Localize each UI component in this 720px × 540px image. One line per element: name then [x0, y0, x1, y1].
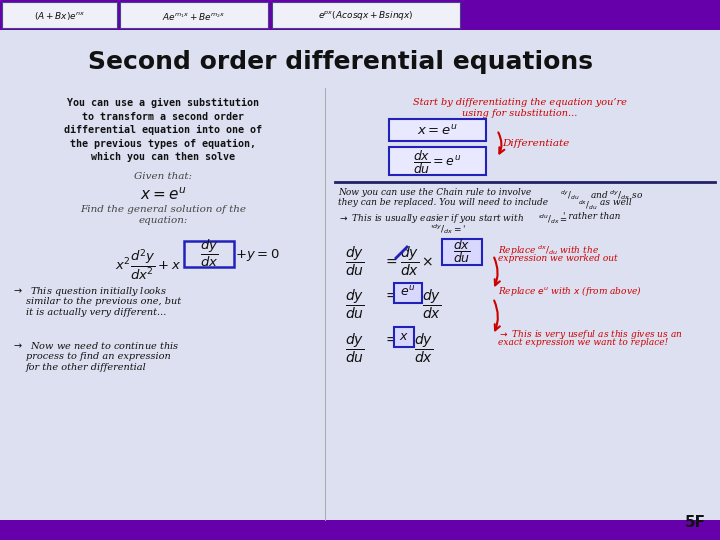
- Text: Find the general solution of the: Find the general solution of the: [80, 205, 246, 214]
- Text: equation:: equation:: [138, 216, 188, 225]
- Text: and $^{dy}/_{dx}$ so: and $^{dy}/_{dx}$ so: [590, 188, 644, 202]
- Text: $x$: $x$: [399, 329, 409, 342]
- Text: $= \dfrac{dy}{dx} \times$: $= \dfrac{dy}{dx} \times$: [383, 245, 433, 278]
- Text: expression we worked out: expression we worked out: [498, 254, 618, 263]
- FancyBboxPatch shape: [272, 2, 460, 28]
- Text: Given that:: Given that:: [134, 172, 192, 181]
- Text: $e^{px}(Acosqx + Bsinqx)$: $e^{px}(Acosqx + Bsinqx)$: [318, 10, 414, 23]
- Text: $^{dx}/_{du}$: $^{dx}/_{du}$: [578, 198, 598, 212]
- Text: $(A + Bx)e^{nx}$: $(A + Bx)e^{nx}$: [34, 10, 85, 22]
- Text: $\rightarrow$ This is very useful as this gives us an: $\rightarrow$ This is very useful as thi…: [498, 328, 683, 341]
- Text: for the other differential: for the other differential: [26, 363, 147, 372]
- Text: Replace $^{dx}/_{du}$ with the: Replace $^{dx}/_{du}$ with the: [498, 244, 599, 259]
- Text: 5F: 5F: [685, 515, 706, 530]
- Text: Differentiate: Differentiate: [502, 139, 570, 148]
- Text: $\rightarrow$ This is usually easier if you start with: $\rightarrow$ This is usually easier if …: [338, 212, 525, 225]
- Text: $=$: $=$: [383, 332, 398, 346]
- FancyBboxPatch shape: [2, 2, 117, 28]
- Text: Now you can use the Chain rule to involve: Now you can use the Chain rule to involv…: [338, 188, 534, 197]
- Text: $\dfrac{dy}{du}$: $\dfrac{dy}{du}$: [345, 245, 364, 278]
- Text: $\dfrac{dy}{dx}$: $\dfrac{dy}{dx}$: [422, 288, 441, 321]
- FancyBboxPatch shape: [120, 2, 268, 28]
- Text: process to find an expression: process to find an expression: [26, 352, 171, 361]
- Text: as well: as well: [600, 198, 631, 207]
- Text: differential equation into one of: differential equation into one of: [64, 125, 262, 135]
- Text: $\dfrac{dy}{du}$: $\dfrac{dy}{du}$: [345, 288, 364, 321]
- Text: ' rather than: ' rather than: [563, 212, 621, 221]
- Text: $Ae^{m_1 x} + Be^{m_2 x}$: $Ae^{m_1 x} + Be^{m_2 x}$: [162, 10, 226, 22]
- Text: $+y=0$: $+y=0$: [235, 247, 279, 263]
- FancyBboxPatch shape: [442, 239, 482, 265]
- Text: You can use a given substitution: You can use a given substitution: [67, 98, 259, 108]
- Text: Replace $e^{u}$ with $x$ (from above): Replace $e^{u}$ with $x$ (from above): [498, 284, 642, 298]
- Text: $x = e^{u}$: $x = e^{u}$: [140, 186, 186, 202]
- Text: $\rightarrow$  Now we need to continue this: $\rightarrow$ Now we need to continue th…: [12, 340, 179, 351]
- Text: $\dfrac{dy}{dx}$: $\dfrac{dy}{dx}$: [414, 332, 433, 366]
- Text: $x^2\dfrac{d^2y}{dx^2}+x$: $x^2\dfrac{d^2y}{dx^2}+x$: [115, 247, 181, 282]
- Text: '$^{dy}/_{dx}=$': '$^{dy}/_{dx}=$': [430, 222, 467, 236]
- Text: $\dfrac{dx}{du} = e^{u}$: $\dfrac{dx}{du} = e^{u}$: [413, 148, 461, 176]
- Text: $^{\prime du}/_{dx}=$: $^{\prime du}/_{dx}=$: [538, 212, 567, 226]
- Text: Start by differentiating the equation you’re: Start by differentiating the equation yo…: [413, 98, 627, 107]
- FancyBboxPatch shape: [389, 147, 486, 175]
- Text: $\dfrac{dx}{du}$: $\dfrac{dx}{du}$: [453, 237, 471, 265]
- Text: exact expression we want to replace!: exact expression we want to replace!: [498, 338, 668, 347]
- Text: $x = e^{u}$: $x = e^{u}$: [417, 124, 457, 138]
- Text: $=$: $=$: [383, 288, 398, 302]
- Text: $\rightarrow$  This question initially looks: $\rightarrow$ This question initially lo…: [12, 285, 167, 298]
- FancyBboxPatch shape: [389, 119, 486, 141]
- Text: it is actually very different...: it is actually very different...: [26, 308, 166, 317]
- Text: $e^{u}$: $e^{u}$: [400, 285, 415, 299]
- Text: they can be replaced. You will need to include: they can be replaced. You will need to i…: [338, 198, 551, 207]
- Bar: [0, 0, 720, 30]
- Text: using for substitution...: using for substitution...: [462, 109, 577, 118]
- Text: the previous types of equation,: the previous types of equation,: [70, 138, 256, 149]
- FancyBboxPatch shape: [394, 327, 414, 347]
- Text: $\dfrac{dy}{dx}$: $\dfrac{dy}{dx}$: [200, 238, 218, 268]
- Text: $^{dy}/_{du}$: $^{dy}/_{du}$: [560, 188, 580, 202]
- Text: Second order differential equations: Second order differential equations: [88, 50, 593, 74]
- Bar: [0, 520, 720, 540]
- Text: similar to the previous one, but: similar to the previous one, but: [26, 297, 181, 306]
- FancyBboxPatch shape: [394, 283, 422, 303]
- Text: to transform a second order: to transform a second order: [82, 111, 244, 122]
- Text: which you can then solve: which you can then solve: [91, 152, 235, 162]
- Text: $\dfrac{dy}{du}$: $\dfrac{dy}{du}$: [345, 332, 364, 366]
